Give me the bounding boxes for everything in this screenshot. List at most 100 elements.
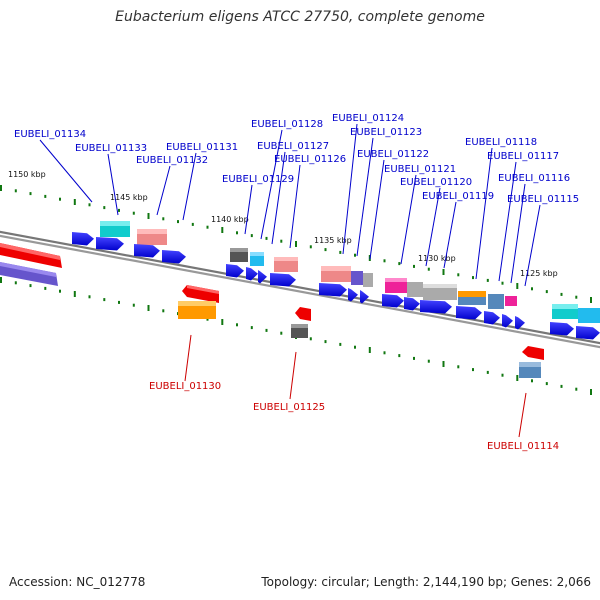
tick-mark — [516, 375, 519, 381]
tick-mark — [531, 287, 533, 291]
leader-line — [271, 151, 286, 245]
tick-mark — [14, 281, 17, 285]
scale-label-1140: 1140 kbp — [211, 215, 249, 224]
tick-mark — [44, 286, 47, 290]
tick-mark — [236, 323, 238, 327]
cds-arrow — [258, 270, 267, 284]
tick-mark — [73, 199, 76, 205]
tick-mark — [339, 342, 342, 346]
tick-mark — [427, 267, 430, 271]
gene-label-01120: EUBELI_01120 — [400, 177, 472, 188]
cds-arrow — [319, 283, 347, 297]
leader-line — [289, 351, 297, 400]
gene-label-01117: EUBELI_01117 — [487, 151, 559, 162]
leader-line — [498, 161, 517, 282]
cds-arrow — [502, 314, 513, 328]
feature-left-purple — [0, 262, 58, 286]
leader-line — [443, 201, 457, 269]
tick-mark — [0, 277, 2, 283]
leader-line — [244, 184, 253, 235]
cds-arrow — [382, 294, 404, 308]
gene-label-01125: EUBELI_01125 — [253, 402, 325, 413]
tick-mark — [442, 361, 445, 367]
gene-label-01134: EUBELI_01134 — [14, 129, 86, 140]
leader-line — [425, 187, 441, 267]
tick-mark — [383, 351, 386, 355]
gene-label-01116: EUBELI_01116 — [498, 173, 570, 184]
leader-line — [475, 147, 493, 280]
gene-label-01118: EUBELI_01118 — [465, 137, 537, 148]
tick-mark — [575, 295, 578, 299]
tick-mark — [531, 379, 533, 383]
gene-label-01115: EUBELI_01115 — [507, 194, 579, 205]
leader-line — [260, 129, 283, 240]
tick-mark — [103, 298, 106, 302]
gene-label-01129: EUBELI_01129 — [222, 174, 294, 185]
tick-mark — [177, 220, 179, 224]
tick-mark — [191, 222, 194, 226]
cds-arrow — [360, 290, 369, 304]
tick-mark — [250, 234, 253, 238]
leader-line — [184, 334, 192, 382]
tick-mark — [88, 295, 91, 299]
tick-mark — [398, 262, 401, 266]
tick-mark — [457, 273, 460, 277]
tick-mark — [221, 227, 224, 233]
gene-label-01132: EUBELI_01132 — [136, 155, 208, 166]
leader-line — [356, 137, 374, 257]
tick-mark — [354, 345, 356, 349]
gene-label-01119: EUBELI_01119 — [422, 191, 494, 202]
leader-line — [107, 153, 119, 216]
leader-line — [156, 165, 171, 216]
tick-mark — [29, 284, 32, 288]
tick-mark — [206, 317, 209, 321]
tick-mark — [383, 259, 386, 263]
tick-marks — [0, 185, 592, 395]
tick-mark — [486, 278, 489, 282]
cds-arrow — [348, 288, 358, 302]
tick-mark — [14, 189, 17, 193]
scale-label-1145: 1145 kbp — [110, 193, 148, 202]
tick-mark — [73, 291, 76, 297]
cds-arrow — [484, 311, 500, 325]
tick-mark — [516, 283, 519, 289]
tick-mark — [398, 354, 401, 358]
gene-label-01114: EUBELI_01114 — [487, 441, 559, 452]
gene-label-01126: EUBELI_01126 — [274, 154, 346, 165]
leader-line — [524, 204, 541, 287]
tick-mark — [413, 356, 415, 360]
gene-label-01127: EUBELI_01127 — [257, 141, 329, 152]
tick-mark — [132, 211, 135, 215]
scale-label-1150: 1150 kbp — [8, 170, 46, 179]
tick-mark — [280, 239, 283, 243]
tick-mark — [560, 292, 563, 296]
gene-label-01122: EUBELI_01122 — [357, 149, 429, 160]
tick-mark — [368, 347, 371, 353]
tick-mark — [501, 281, 504, 285]
gene-label-01121: EUBELI_01121 — [384, 164, 456, 175]
tick-mark — [501, 373, 504, 377]
tick-mark — [354, 253, 356, 257]
gene-label-01128: EUBELI_01128 — [251, 119, 323, 130]
top-labels: EUBELI_01134 EUBELI_01133 EUBELI_01132 E… — [14, 113, 579, 205]
scale-labels: 1150 kbp 1145 kbp 1140 kbp 1135 kbp 1130… — [8, 170, 558, 278]
tick-mark — [324, 340, 327, 344]
tick-mark — [0, 185, 2, 191]
leader-line — [39, 139, 93, 203]
tick-mark — [236, 231, 238, 235]
tick-mark — [88, 203, 91, 207]
label-leader-lines — [39, 123, 541, 438]
tick-mark — [250, 326, 253, 330]
cds-arrows — [72, 232, 600, 340]
tick-mark — [295, 241, 297, 247]
topology-text: Topology: circular; Length: 2,144,190 bp… — [261, 575, 591, 589]
gene-label-01131: EUBELI_01131 — [166, 142, 238, 153]
tick-mark — [472, 276, 474, 280]
tick-mark — [118, 300, 120, 304]
leader-line — [510, 183, 526, 284]
leader-line — [369, 159, 385, 260]
tick-mark — [265, 328, 268, 332]
tick-mark — [590, 297, 592, 303]
cds-arrow — [162, 250, 186, 264]
leader-line — [518, 392, 527, 438]
